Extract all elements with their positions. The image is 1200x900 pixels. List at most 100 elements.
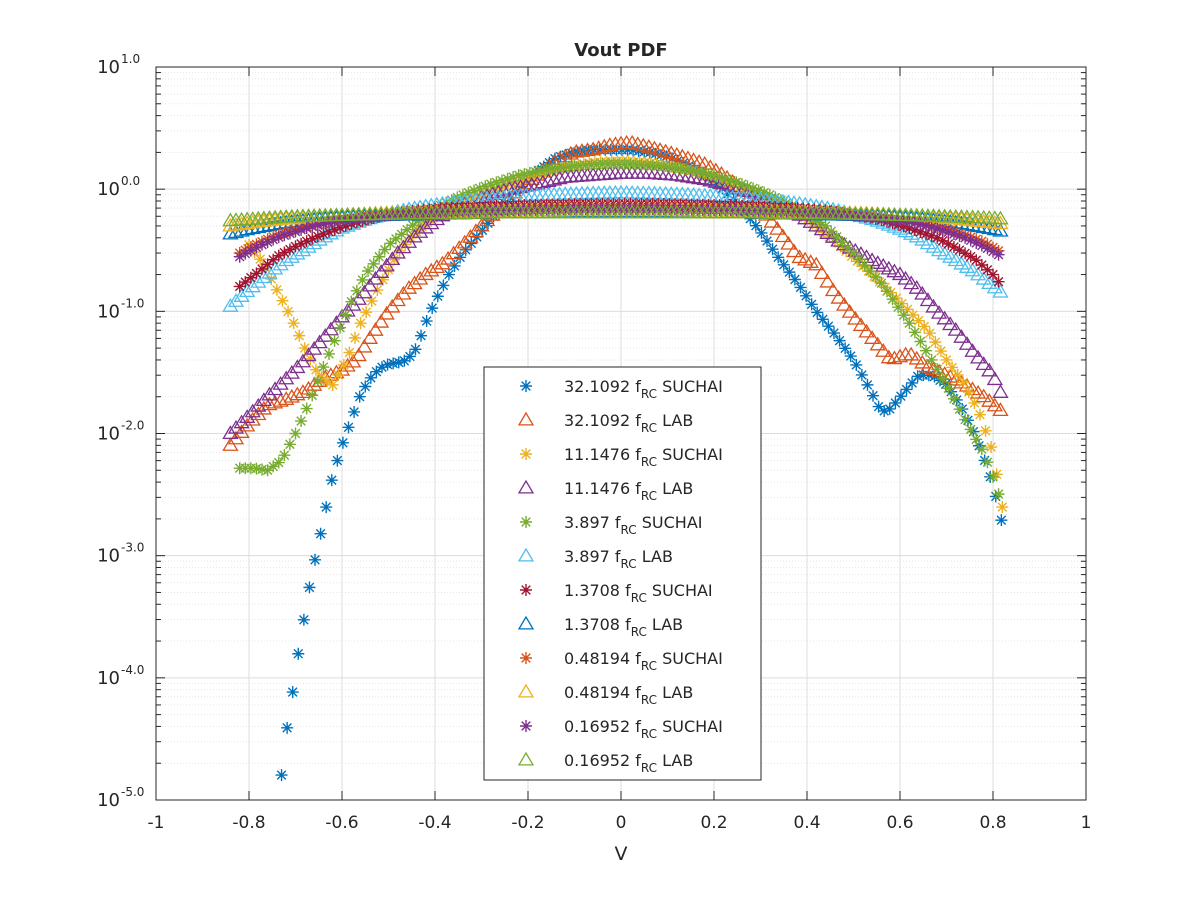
data-point: [568, 143, 585, 158]
data-point: [947, 240, 960, 253]
data-point: [721, 187, 734, 200]
data-point: [794, 281, 807, 294]
data-point: [348, 405, 361, 418]
data-point: [878, 404, 891, 417]
data-point: [411, 224, 429, 238]
data-point: [925, 229, 938, 242]
data-point: [378, 305, 395, 320]
x-tick-label: -1: [148, 813, 165, 833]
data-point: [261, 396, 278, 411]
x-tick-label: -0.6: [325, 813, 358, 833]
data-point: [339, 308, 352, 321]
data-point: [931, 231, 944, 244]
data-point: [325, 474, 338, 487]
data-point: [322, 216, 335, 229]
data-point: [392, 356, 405, 369]
data-point: [783, 266, 796, 279]
data-point: [933, 374, 946, 387]
data-point: [462, 186, 475, 199]
data-point: [668, 162, 681, 175]
data-point: [891, 348, 909, 363]
legend-entry: 0.16952 fRC SUCHAI: [564, 717, 723, 741]
data-point: [332, 368, 345, 381]
data-point: [987, 470, 999, 483]
data-point: [719, 172, 732, 185]
data-point: [914, 218, 927, 231]
data-point: [298, 342, 311, 355]
legend-entry: 32.1092 fRC LAB: [564, 411, 693, 435]
data-point: [981, 393, 998, 407]
y-tick-label: 10: [97, 790, 120, 811]
data-point: [920, 344, 933, 357]
data-point: [518, 177, 535, 192]
data-point: [981, 263, 994, 276]
data-point: [914, 354, 931, 369]
data-point: [548, 152, 561, 165]
data-point: [300, 402, 313, 415]
data-point: [406, 219, 419, 232]
data-point: [282, 305, 295, 318]
data-point: [326, 378, 339, 391]
data-point: [900, 383, 913, 396]
data-point: [735, 178, 748, 191]
data-point: [929, 336, 942, 349]
data-point: [824, 282, 842, 297]
data-point: [412, 214, 425, 227]
data-point: [283, 243, 296, 256]
data-point: [353, 390, 366, 403]
data-point: [942, 382, 955, 395]
data-point: [947, 321, 964, 336]
data-point: [772, 251, 785, 264]
data-point: [959, 247, 972, 260]
data-point: [289, 240, 302, 253]
data-point: [685, 164, 698, 177]
data-point: [891, 266, 909, 281]
data-point: [958, 336, 976, 350]
data-point: [426, 302, 439, 315]
data-point: [869, 336, 886, 351]
legend-marker: [517, 547, 535, 562]
legend-entry: 0.48194 fRC LAB: [564, 683, 693, 707]
data-point: [283, 388, 300, 403]
data-point: [996, 501, 1009, 514]
data-point: [897, 309, 910, 322]
data-point: [417, 219, 434, 234]
data-point: [359, 380, 372, 393]
data-point: [562, 145, 579, 160]
data-point: [434, 255, 451, 270]
data-point: [551, 162, 564, 175]
data-point: [992, 222, 1009, 237]
data-point: [389, 232, 402, 245]
data-point: [908, 217, 921, 230]
y-tick-label: 10: [97, 546, 120, 567]
data-point: [267, 253, 280, 266]
data-point: [365, 295, 378, 308]
data-point: [691, 165, 704, 178]
y-tick-exponent: 1.0: [121, 52, 140, 66]
legend-entry: 3.897 fRC LAB: [564, 547, 673, 571]
data-point: [540, 173, 557, 187]
data-point: [908, 224, 921, 237]
data-point: [401, 223, 414, 236]
data-point: [780, 235, 797, 250]
data-point: [964, 250, 977, 263]
data-point: [864, 265, 877, 278]
data-point: [283, 438, 296, 451]
data-point: [356, 273, 369, 286]
data-point: [889, 396, 902, 409]
data-point: [741, 180, 754, 193]
data-point: [516, 173, 529, 186]
data-point: [289, 225, 302, 238]
data-point: [406, 275, 423, 290]
data-point: [538, 167, 551, 180]
legend-marker: [517, 411, 535, 426]
data-point: [233, 288, 250, 302]
legend: 32.1092 fRC SUCHAI 32.1092 fRC LAB 11.1476…: [483, 366, 762, 781]
axis-ticks: [155, 66, 1087, 801]
data-point: [562, 160, 575, 173]
data-point: [518, 168, 531, 181]
data-point: [978, 454, 991, 467]
data-point: [267, 233, 280, 246]
data-point: [384, 237, 397, 250]
data-point: [557, 161, 570, 174]
